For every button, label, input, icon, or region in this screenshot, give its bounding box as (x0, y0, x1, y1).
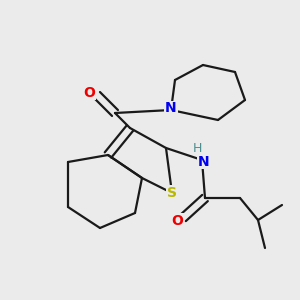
Text: O: O (172, 214, 184, 228)
Text: S: S (167, 186, 177, 200)
Text: N: N (198, 154, 209, 169)
Text: H: H (193, 142, 202, 154)
Text: N: N (165, 101, 177, 116)
Text: O: O (84, 85, 95, 100)
